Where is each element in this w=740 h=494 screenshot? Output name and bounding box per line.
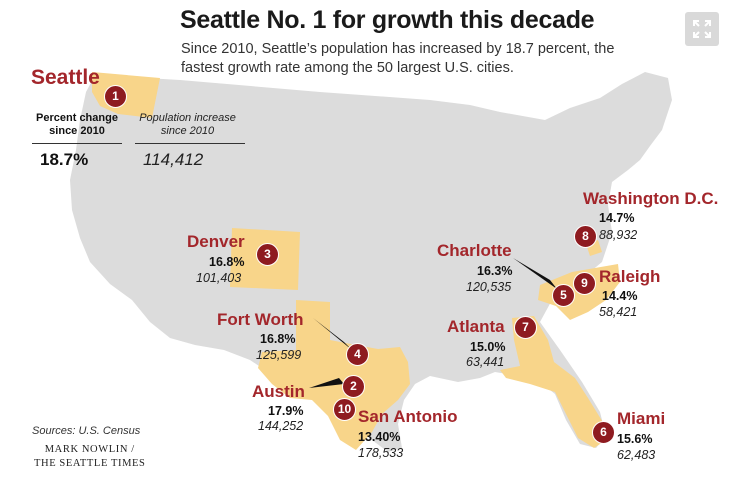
city-percent-charlotte: 16.3% <box>477 264 513 278</box>
rank-badge-san-antonio: 10 <box>333 398 356 421</box>
divider <box>32 143 122 144</box>
credit: MARK NOWLIN / THE SEATTLE TIMES <box>34 443 146 471</box>
rank-badge-austin: 2 <box>342 375 365 398</box>
city-population-austin: 144,252 <box>258 419 304 433</box>
rank-badge-denver: 3 <box>256 243 279 266</box>
rank-badge-fort-worth: 4 <box>346 343 369 366</box>
city-name-fort-worth: Fort Worth <box>217 310 304 329</box>
city-name-denver: Denver <box>187 232 245 251</box>
credit-line: MARK NOWLIN / <box>44 444 135 455</box>
austin-leader <box>309 378 344 388</box>
rank-badge-seattle: 1 <box>104 85 127 108</box>
city-population-washington-dc: 88,932 <box>599 228 638 242</box>
rank-badge-miami: 6 <box>592 421 615 444</box>
population-increase-header: Population increase since 2010 <box>139 112 236 137</box>
seattle-name: Seattle <box>31 66 100 89</box>
city-percent-atlanta: 15.0% <box>470 340 506 354</box>
city-population-atlanta: 63,441 <box>466 355 505 369</box>
city-percent-raleigh: 14.4% <box>602 289 638 303</box>
charlotte-leader <box>513 258 557 289</box>
city-population-denver: 101,403 <box>196 271 242 285</box>
city-name-san-antonio: San Antonio <box>358 407 458 426</box>
city-name-charlotte: Charlotte <box>437 241 512 260</box>
percent-change-header: Percent change since 2010 <box>36 112 118 137</box>
seattle-population: 114,412 <box>143 150 204 169</box>
city-population-fort-worth: 125,599 <box>256 348 302 362</box>
city-name-austin: Austin <box>252 382 305 401</box>
city-percent-miami: 15.6% <box>617 432 653 446</box>
city-name-miami: Miami <box>617 409 666 428</box>
sources-note: Sources: U.S. Census <box>32 425 141 437</box>
city-population-san-antonio: 178,533 <box>358 446 404 460</box>
city-percent-fort-worth: 16.8% <box>260 332 296 346</box>
florida-georgia-states <box>500 316 606 448</box>
expand-button[interactable] <box>685 12 719 46</box>
city-population-miami: 62,483 <box>617 448 656 462</box>
rank-badge-washington-dc: 8 <box>574 225 597 248</box>
rank-badge-raleigh: 9 <box>573 272 596 295</box>
rank-badge-charlotte: 5 <box>552 284 575 307</box>
city-name-atlanta: Atlanta <box>447 317 505 336</box>
city-population-raleigh: 58,421 <box>599 305 638 319</box>
seattle-percent: 18.7% <box>40 150 89 169</box>
city-percent-austin: 17.9% <box>268 404 304 418</box>
texas-state <box>258 300 410 450</box>
city-population-charlotte: 120,535 <box>466 280 512 294</box>
city-name-washington-dc: Washington D.C. <box>583 189 719 208</box>
city-percent-denver: 16.8% <box>209 255 245 269</box>
city-name-raleigh: Raleigh <box>599 267 661 286</box>
rank-badge-atlanta: 7 <box>514 316 537 339</box>
expand-icon <box>693 20 711 38</box>
credit-line: THE SEATTLE TIMES <box>34 458 146 469</box>
subtitle: Since 2010, Seattle’s population has inc… <box>181 41 615 76</box>
city-percent-san-antonio: 13.40% <box>358 430 401 444</box>
divider <box>135 143 245 144</box>
page-title: Seattle No. 1 for growth this decade <box>180 6 595 34</box>
fort-worth-leader <box>313 318 352 350</box>
city-percent-washington-dc: 14.7% <box>599 211 635 225</box>
